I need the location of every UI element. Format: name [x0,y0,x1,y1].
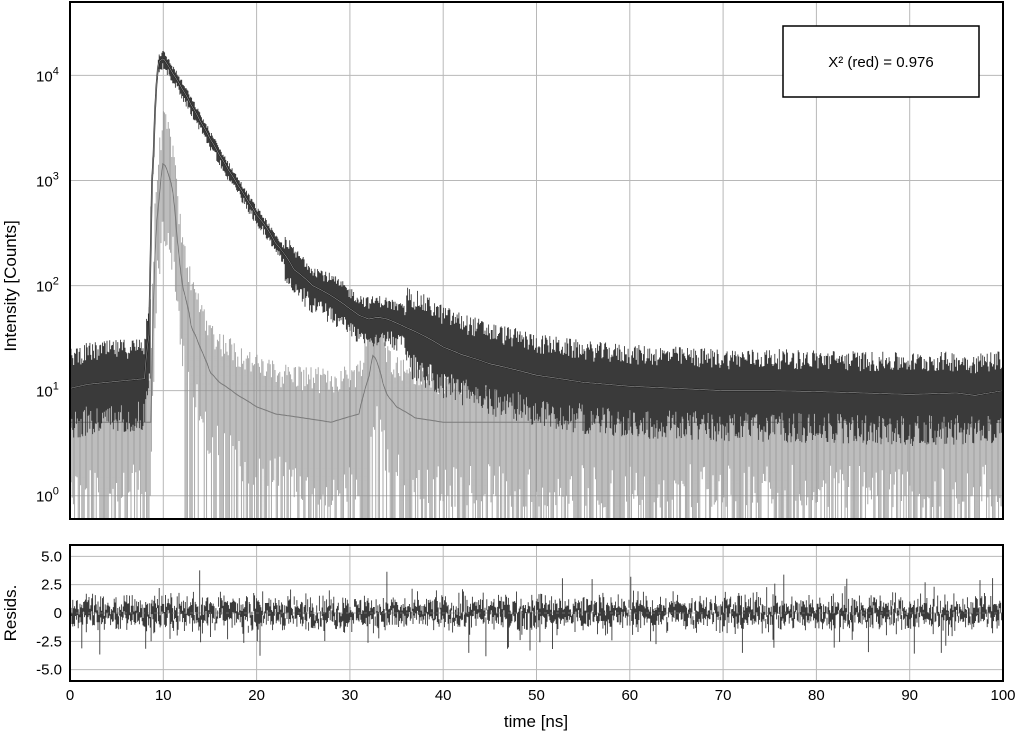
y-tick-labels: 100 101 102 103 104 [36,65,59,505]
x-axis-title: time [ns] [504,712,568,731]
y-tick-label: 100 [36,486,59,506]
plot-frame [69,1,1004,520]
x-tick-label: 80 [808,687,825,704]
x-tick-label: 0 [66,687,74,704]
x-tick-label: 50 [528,687,545,704]
x-tick-label: 10 [155,687,172,704]
x-tick-label: 30 [342,687,359,704]
x-tick-label: 20 [248,687,265,704]
y-tick-label: 2.5 [41,577,62,594]
x-tick-labels: 0 10 20 30 40 50 60 70 80 90 100 [66,687,1016,704]
y-tick-label: 5.0 [41,548,62,565]
x-tick-label: 100 [990,687,1015,704]
x-tick-label: 90 [901,687,918,704]
plot-frame [69,544,1004,682]
y-axis-title: Resids. [1,585,20,642]
decay-plot: 100 101 102 103 104 Intensity [Counts] X² (r… [1,1,1004,520]
x-tick-label: 40 [435,687,452,704]
series-irf [71,162,1001,423]
y-tick-label: -5.0 [36,662,62,679]
y-tick-label: 103 [36,171,59,191]
series-decay-fit-highlight [70,58,1003,396]
annotation-frame [782,25,980,98]
chi-square-annotation: X² (red) = 0.976 [828,54,933,71]
x-tick-label: 70 [715,687,732,704]
y-tick-label: 101 [36,381,59,401]
x-tick-label: 60 [621,687,638,704]
y-axis-title: Intensity [Counts] [1,220,20,351]
y-tick-label: -2.5 [36,633,62,650]
y-tick-label: 0 [54,605,62,622]
y-tick-labels: 5.0 2.5 0 -2.5 -5.0 [36,548,62,678]
y-tick-label: 102 [36,276,59,296]
annotation-box: X² (red) = 0.976 [782,25,980,98]
y-tick-label: 104 [36,65,59,85]
residuals-plot: 5.0 2.5 0 -2.5 -5.0 Resids. [1,544,1004,682]
